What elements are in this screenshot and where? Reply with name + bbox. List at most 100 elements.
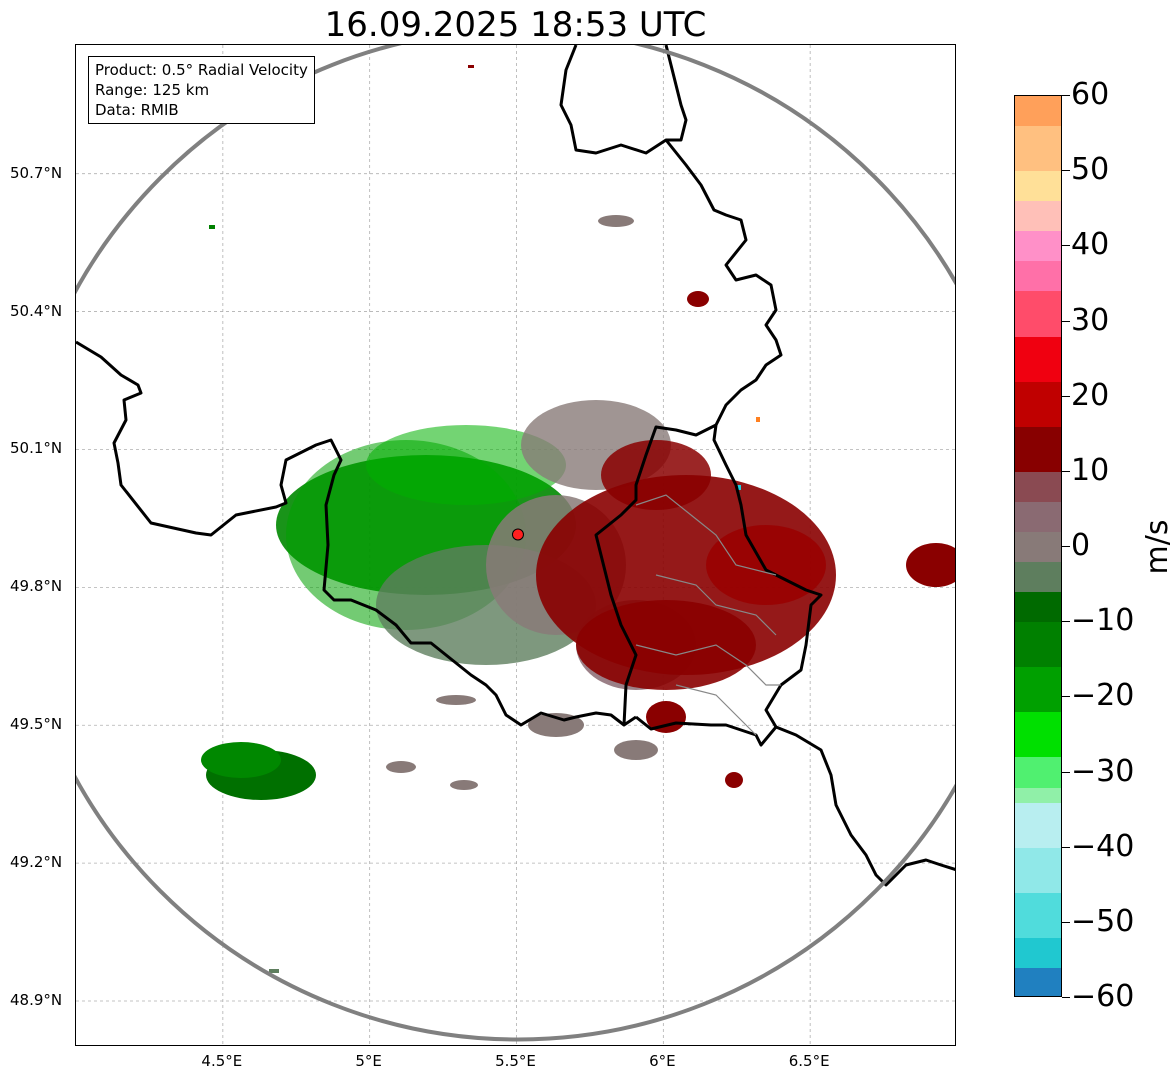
echo-cell-south-2	[725, 772, 743, 788]
colorbar-label-11: −50	[1071, 903, 1135, 939]
district-borders	[635, 494, 781, 736]
echo-cell-south-1	[646, 701, 686, 733]
lon-label-0: 4.5°E	[201, 1052, 243, 1070]
colorbar-tick-11	[1062, 921, 1070, 923]
lon-label-2: 5.5°E	[495, 1052, 536, 1070]
colorbar-label-2: 40	[1071, 227, 1110, 263]
info-data-source: Data: RMIB	[95, 101, 179, 119]
colorbar-band-18	[1015, 757, 1061, 789]
colorbar-tick-4	[1062, 395, 1070, 397]
colorbar-band-23	[1015, 937, 1061, 969]
radar-site-marker[interactable]	[511, 528, 524, 541]
info-range: Range: 125 km	[95, 81, 210, 99]
colorbar-tick-5	[1062, 470, 1070, 472]
echo-cell-south-3	[614, 740, 658, 760]
echo-cell-southwest-1	[436, 695, 476, 705]
echo-speck-5	[756, 417, 760, 422]
colorbar-band-22	[1015, 892, 1061, 939]
lon-label-1: 5°E	[355, 1052, 382, 1070]
echo-receding-south	[576, 600, 756, 690]
colorbar	[1014, 95, 1062, 997]
colorbar-band-24	[1015, 967, 1061, 996]
colorbar-label-1: 50	[1071, 152, 1110, 188]
lat-label-3: 49.8°N	[10, 577, 63, 596]
echo-speck-2	[468, 65, 474, 68]
colorbar-label-5: 10	[1071, 452, 1110, 488]
echo-speck-1	[209, 225, 215, 229]
lat-label-2: 50.1°N	[10, 439, 63, 458]
lux-district-2	[655, 574, 777, 636]
echo-speck-3	[269, 969, 279, 973]
echo-cell-north-2	[598, 215, 634, 227]
colorbar-label-0: 60	[1071, 77, 1110, 112]
colorbar-tick-7	[1062, 621, 1070, 623]
lux-district-4	[675, 684, 757, 736]
lat-label-1: 50.4°N	[10, 301, 63, 320]
colorbar-band-0	[1015, 96, 1061, 127]
echo-cell-southwest-2	[386, 761, 416, 773]
colorbar-band-5	[1015, 261, 1061, 292]
colorbar-tick-12	[1062, 997, 1070, 998]
colorbar-label-7: −10	[1071, 603, 1135, 639]
radar-map[interactable]	[75, 44, 956, 1046]
info-product: Product: 0.5° Radial Velocity	[95, 61, 308, 79]
colorbar-tick-2	[1062, 245, 1070, 247]
border-belgium-france	[76, 340, 637, 727]
colorbar-tick-6	[1062, 546, 1070, 547]
colorbar-band-19	[1015, 787, 1061, 804]
colorbar-unit: m/s	[1140, 519, 1171, 575]
colorbar-band-8	[1015, 381, 1061, 428]
echo-receding-east	[706, 525, 826, 605]
colorbar-band-14	[1015, 592, 1061, 623]
colorbar-label-6: 0	[1071, 528, 1091, 563]
colorbar-band-10	[1015, 471, 1061, 503]
colorbar-band-17	[1015, 712, 1061, 758]
echo-cell-west-south-2	[201, 742, 281, 778]
colorbar-band-9	[1015, 426, 1061, 473]
map-title: 16.09.2025 18:53 UTC	[324, 5, 707, 45]
colorbar-label-10: −40	[1071, 828, 1135, 864]
border-luxembourg	[594, 423, 823, 747]
border-germany-north	[559, 45, 688, 155]
colorbar-tick-9	[1062, 771, 1070, 773]
lat-label-6: 48.9°N	[10, 991, 63, 1010]
colorbar-tick-8	[1062, 696, 1070, 698]
colorbar-tick-0	[1062, 95, 1070, 96]
country-borders	[76, 45, 955, 887]
colorbar-band-21	[1015, 847, 1061, 894]
colorbar-label-4: 20	[1071, 377, 1110, 413]
lon-label-3: 6°E	[649, 1052, 676, 1070]
colorbar-band-16	[1015, 667, 1061, 713]
colorbar-band-3	[1015, 201, 1061, 232]
colorbar-label-12: −60	[1071, 979, 1135, 1014]
lat-label-4: 49.5°N	[10, 715, 63, 734]
colorbar-band-2	[1015, 171, 1061, 202]
echo-speck-4	[736, 485, 741, 490]
colorbar-band-4	[1015, 231, 1061, 262]
echo-cell-southwest-3	[450, 780, 478, 790]
border-germany-east	[664, 139, 783, 426]
velocity-echoes	[201, 65, 955, 973]
lon-label-4: 6.5°E	[788, 1052, 830, 1070]
info-box: Product: 0.5° Radial Velocity Range: 125…	[88, 56, 315, 124]
colorbar-band-20	[1015, 802, 1061, 849]
colorbar-band-7	[1015, 336, 1061, 383]
colorbar-band-12	[1015, 531, 1061, 563]
colorbar-band-13	[1015, 562, 1061, 593]
echo-cell-far-east	[906, 543, 955, 587]
lux-district-1	[635, 494, 777, 576]
radar-map-canvas	[76, 45, 955, 1045]
colorbar-tick-10	[1062, 846, 1070, 848]
border-germany-south	[775, 725, 955, 887]
colorbar-band-11	[1015, 501, 1061, 533]
colorbar-band-6	[1015, 291, 1061, 338]
colorbar-band-1	[1015, 126, 1061, 172]
lat-label-0: 50.7°N	[10, 163, 63, 182]
echo-approaching-north	[366, 425, 566, 505]
lat-label-5: 49.2°N	[10, 853, 63, 872]
colorbar-tick-3	[1062, 320, 1070, 322]
lux-district-3	[635, 644, 781, 686]
colorbar-tick-1	[1062, 170, 1070, 172]
echo-cell-north-1	[687, 291, 709, 307]
colorbar-band-15	[1015, 622, 1061, 668]
